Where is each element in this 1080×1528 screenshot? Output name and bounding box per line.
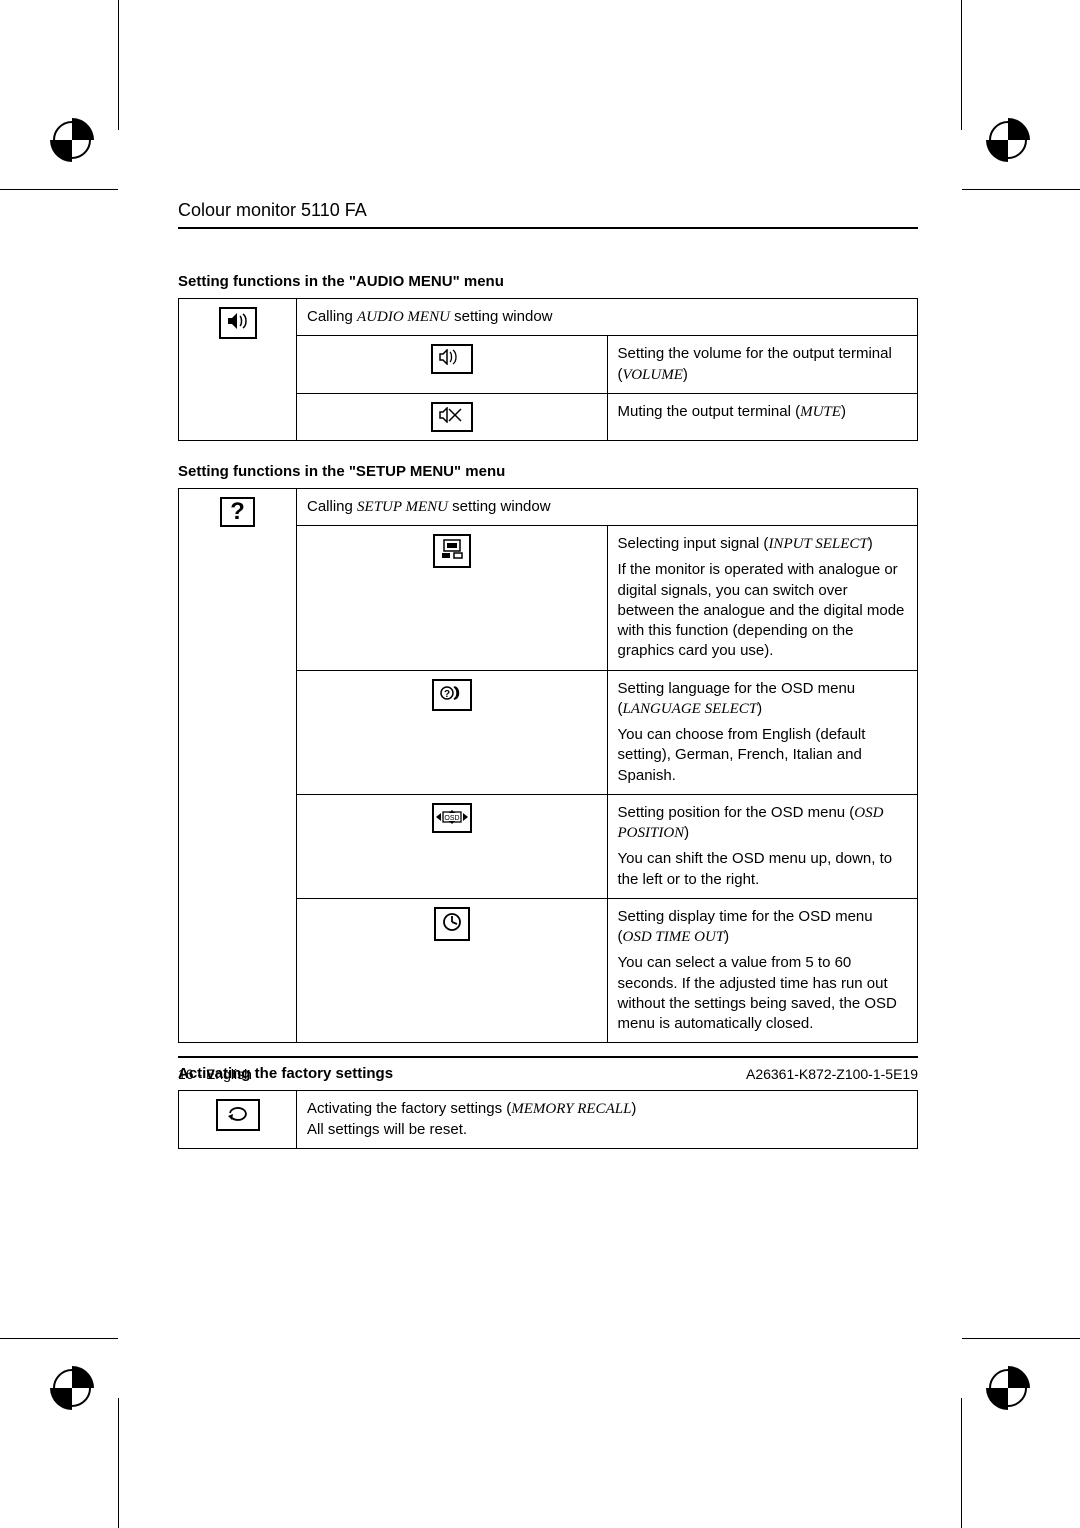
text: Selecting input signal ( xyxy=(618,535,769,552)
table-row: ? Calling SETUP MENU setting window xyxy=(179,488,918,525)
text: ) xyxy=(631,1100,636,1117)
setup-menu-table: ? Calling SETUP MENU setting window Sele… xyxy=(178,488,918,1044)
crop-mark xyxy=(962,189,1080,190)
text: ) xyxy=(868,535,873,552)
text-body: All settings will be reset. xyxy=(307,1121,467,1138)
text: Setting position for the OSD menu ( xyxy=(618,804,855,821)
text: setting window xyxy=(448,498,551,515)
text-body: You can shift the OSD menu up, down, to … xyxy=(618,850,893,887)
registration-mark-icon xyxy=(986,1366,1030,1410)
osd-position-icon: OSD xyxy=(432,803,472,833)
main-icon-cell: ? xyxy=(179,488,297,1043)
table-row: Calling AUDIO MENU setting window xyxy=(179,299,918,336)
sub-icon-cell xyxy=(297,898,608,1043)
factory-table: Activating the factory settings (MEMORY … xyxy=(178,1090,918,1149)
crop-mark xyxy=(962,1338,1080,1339)
text: Activating the factory settings ( xyxy=(307,1100,511,1117)
crop-mark xyxy=(118,1398,119,1528)
text: ) xyxy=(724,928,729,945)
crop-mark xyxy=(0,189,118,190)
text-italic: LANGUAGE SELECT xyxy=(623,701,758,717)
desc-cell: Setting display time for the OSD menu (O… xyxy=(607,898,918,1043)
sub-icon-cell xyxy=(297,336,608,394)
text-italic: AUDIO MENU xyxy=(357,309,450,325)
sub-icon-cell: OSD xyxy=(297,794,608,898)
desc-cell: Setting position for the OSD menu (OSD P… xyxy=(607,794,918,898)
page-content: Colour monitor 5110 FA Setting functions… xyxy=(178,200,918,1149)
mute-icon xyxy=(431,402,473,432)
input-select-icon xyxy=(433,534,471,568)
text-body: You can select a value from 5 to 60 seco… xyxy=(618,954,897,1032)
text: ) xyxy=(684,824,689,841)
text-italic: MUTE xyxy=(800,404,841,420)
footer-doc-id: A26361-K872-Z100-1-5E19 xyxy=(746,1066,918,1082)
calling-cell: Calling AUDIO MENU setting window xyxy=(297,299,918,336)
sub-icon-cell xyxy=(297,393,608,440)
main-icon-cell xyxy=(179,299,297,441)
audio-menu-table: Calling AUDIO MENU setting window Settin… xyxy=(178,298,918,441)
sub-icon-cell xyxy=(297,526,608,671)
header-rule xyxy=(178,227,918,229)
question-icon: ? xyxy=(220,497,255,527)
desc-cell: Setting language for the OSD menu (LANGU… xyxy=(607,670,918,794)
language-icon: ? xyxy=(432,679,472,711)
text-italic: SETUP MENU xyxy=(357,499,448,515)
crop-mark xyxy=(0,1338,118,1339)
desc-cell: Muting the output terminal (MUTE) xyxy=(607,393,918,440)
registration-mark-icon xyxy=(986,118,1030,162)
desc-cell: Setting the volume for the output termin… xyxy=(607,336,918,394)
text-italic: MEMORY RECALL xyxy=(511,1101,631,1117)
text: setting window xyxy=(450,308,553,325)
page-header-title: Colour monitor 5110 FA xyxy=(178,200,918,227)
footer-rule xyxy=(178,1056,918,1058)
desc-cell: Selecting input signal (INPUT SELECT) If… xyxy=(607,526,918,671)
text-italic: VOLUME xyxy=(623,367,683,383)
text: ) xyxy=(757,700,762,717)
registration-mark-icon xyxy=(50,118,94,162)
section-heading-audio: Setting functions in the "AUDIO MENU" me… xyxy=(178,273,918,290)
section-heading-setup: Setting functions in the "SETUP MENU" me… xyxy=(178,463,918,480)
text: Calling xyxy=(307,498,357,515)
text: Calling xyxy=(307,308,357,325)
text: Muting the output terminal ( xyxy=(618,403,801,420)
volume-icon xyxy=(431,344,473,374)
crop-mark xyxy=(961,0,962,130)
svg-text:?: ? xyxy=(444,689,450,700)
registration-mark-icon xyxy=(50,1366,94,1410)
crop-mark xyxy=(961,1398,962,1528)
crop-mark xyxy=(118,0,119,130)
text-body: You can choose from English (default set… xyxy=(618,726,866,784)
svg-text:OSD: OSD xyxy=(444,815,459,822)
speaker-icon xyxy=(219,307,257,339)
footer-page-number: 16 - English xyxy=(178,1066,252,1082)
desc-cell: Activating the factory settings (MEMORY … xyxy=(297,1091,918,1149)
text-italic: OSD TIME OUT xyxy=(623,929,725,945)
recall-icon xyxy=(216,1099,260,1131)
table-row: Activating the factory settings (MEMORY … xyxy=(179,1091,918,1149)
main-icon-cell xyxy=(179,1091,297,1149)
sub-icon-cell: ? xyxy=(297,670,608,794)
page-footer: 16 - English A26361-K872-Z100-1-5E19 xyxy=(178,1056,918,1082)
text-italic: INPUT SELECT xyxy=(768,536,867,552)
calling-cell: Calling SETUP MENU setting window xyxy=(297,488,918,525)
text: ) xyxy=(841,403,846,420)
clock-icon xyxy=(434,907,470,941)
text: ) xyxy=(683,366,688,383)
text-body: If the monitor is operated with analogue… xyxy=(618,561,905,659)
